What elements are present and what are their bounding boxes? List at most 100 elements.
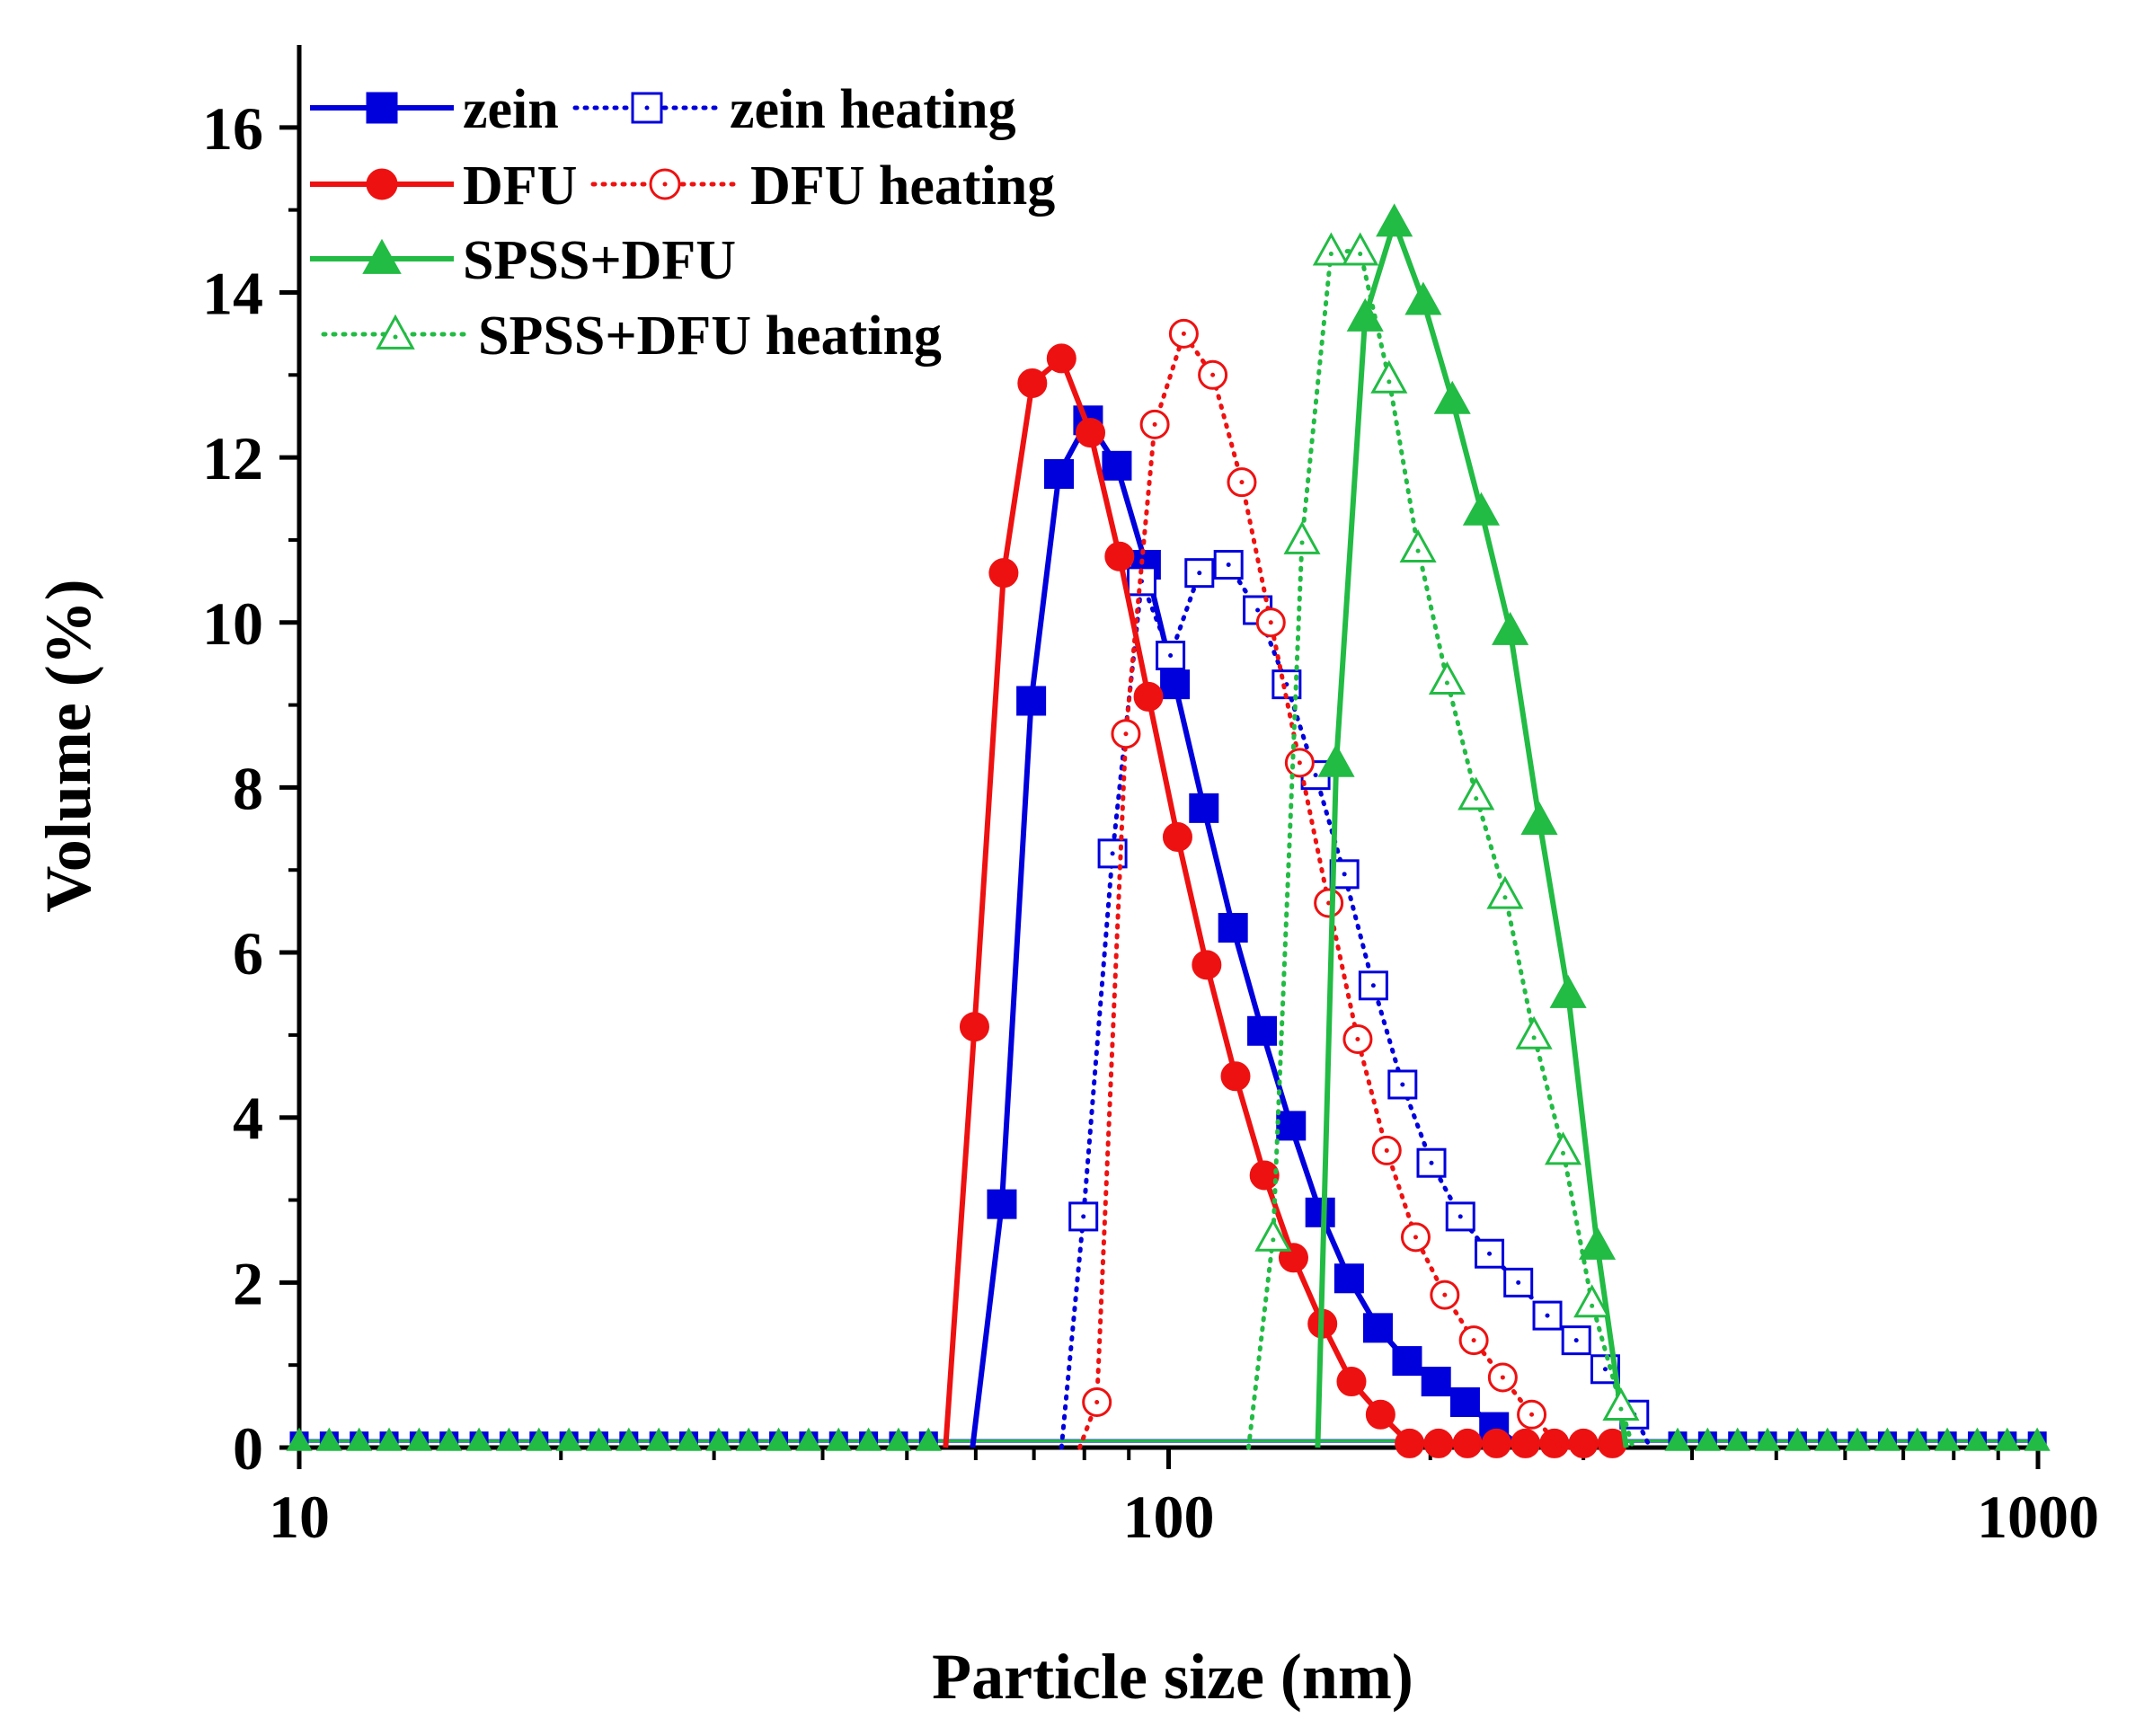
- data-point: [1404, 281, 1442, 315]
- data-point: [1276, 1111, 1307, 1141]
- data-point-center: [1370, 983, 1376, 988]
- data-point: [1076, 418, 1106, 448]
- data-point-center: [1415, 548, 1421, 554]
- y-tick-label: 4: [233, 1085, 263, 1153]
- data-point: [987, 1189, 1017, 1219]
- data-point: [705, 1427, 732, 1451]
- data-point: [915, 1427, 942, 1451]
- data-point: [1573, 1284, 1611, 1318]
- y-axis-label: Volume (%): [32, 579, 104, 912]
- data-point: [1544, 1131, 1582, 1165]
- data-point: [1814, 1427, 1841, 1451]
- data-point: [1694, 1427, 1721, 1451]
- x-tick-label: 100: [1123, 1483, 1215, 1551]
- data-point: [1462, 492, 1501, 526]
- x-tick-label: 1000: [1977, 1483, 2099, 1551]
- data-point-center: [1271, 1237, 1276, 1243]
- data-point: [1392, 1346, 1422, 1377]
- data-point: [286, 1427, 313, 1451]
- legend-label: zein heating: [730, 79, 1016, 140]
- data-point: [1449, 1386, 1480, 1417]
- series-spss-dfu-heating: [1246, 232, 1640, 1450]
- data-point: [376, 314, 415, 350]
- data-point-center: [1239, 480, 1245, 485]
- data-point-center: [1471, 1338, 1476, 1343]
- data-point-center: [1487, 1251, 1493, 1256]
- data-point: [376, 1427, 403, 1451]
- data-point: [346, 1427, 373, 1451]
- series-dfu: [943, 343, 1627, 1458]
- data-point-center: [1255, 607, 1261, 613]
- y-tick-label: 14: [202, 259, 263, 327]
- series-zein: [970, 405, 1525, 1450]
- data-point-center: [1474, 796, 1479, 802]
- y-tick-label: 10: [202, 589, 263, 658]
- series-line: [1059, 562, 1652, 1450]
- data-point: [362, 238, 402, 274]
- data-point-center: [1152, 421, 1157, 427]
- data-point: [1305, 1197, 1335, 1227]
- data-point: [405, 1427, 432, 1451]
- data-point: [1664, 1427, 1691, 1451]
- data-point-center: [1268, 620, 1273, 625]
- data-point: [1102, 450, 1132, 481]
- data-point-center: [1457, 1214, 1463, 1219]
- data-point-center: [1226, 562, 1231, 567]
- data-point: [1549, 974, 1587, 1008]
- data-point-center: [1094, 1399, 1100, 1404]
- data-point: [1249, 1160, 1280, 1191]
- data-point: [526, 1427, 553, 1451]
- data-point: [366, 92, 398, 124]
- data-point-center: [1590, 1303, 1595, 1308]
- data-point: [1162, 822, 1192, 853]
- data-point: [1160, 669, 1191, 700]
- data-point: [1283, 520, 1321, 554]
- data-point: [1370, 359, 1408, 394]
- data-point: [1433, 380, 1471, 414]
- data-point: [1218, 913, 1248, 943]
- legend-label: zein: [463, 79, 559, 140]
- y-tick-label: 2: [233, 1249, 263, 1317]
- data-point-center: [1210, 372, 1216, 377]
- data-point-center: [1573, 1338, 1579, 1343]
- data-point: [1452, 1428, 1483, 1458]
- data-point: [1423, 1428, 1454, 1458]
- data-point-center: [1442, 1292, 1448, 1298]
- data-point: [1336, 1367, 1367, 1397]
- data-point: [465, 1427, 492, 1451]
- data-point: [495, 1427, 522, 1451]
- data-point-center: [1516, 1280, 1521, 1285]
- data-point: [1492, 611, 1529, 645]
- data-point: [1333, 1263, 1364, 1294]
- data-point: [1254, 1218, 1292, 1252]
- data-point-center: [644, 105, 650, 111]
- data-point-center: [1545, 1313, 1550, 1318]
- data-point: [1358, 970, 1388, 1001]
- x-tick-label: 10: [269, 1483, 330, 1551]
- series-dfu-heating: [1077, 318, 1592, 1450]
- data-point: [1602, 1386, 1640, 1421]
- data-point-center: [1123, 731, 1129, 737]
- series-layer: [943, 203, 1652, 1458]
- data-point-center: [662, 182, 668, 187]
- y-tick-label: 8: [233, 754, 263, 822]
- series-line: [1315, 219, 1629, 1448]
- data-point: [1133, 681, 1164, 712]
- data-point: [1399, 529, 1437, 563]
- data-point: [585, 1427, 613, 1451]
- legend-label: DFU heating: [750, 155, 1055, 217]
- data-point: [1511, 1428, 1541, 1458]
- data-point-center: [1342, 872, 1347, 877]
- data-point-center: [1299, 540, 1305, 545]
- data-point: [1046, 343, 1076, 374]
- data-point: [315, 1427, 342, 1451]
- data-point: [959, 1012, 989, 1042]
- data-point: [988, 558, 1019, 589]
- data-point: [1784, 1427, 1811, 1451]
- legend-label: DFU: [463, 155, 577, 217]
- data-point-center: [1081, 1214, 1086, 1219]
- data-point: [675, 1427, 703, 1451]
- data-point: [1395, 1428, 1425, 1458]
- data-point-center: [1429, 1160, 1434, 1165]
- data-point: [1213, 549, 1244, 580]
